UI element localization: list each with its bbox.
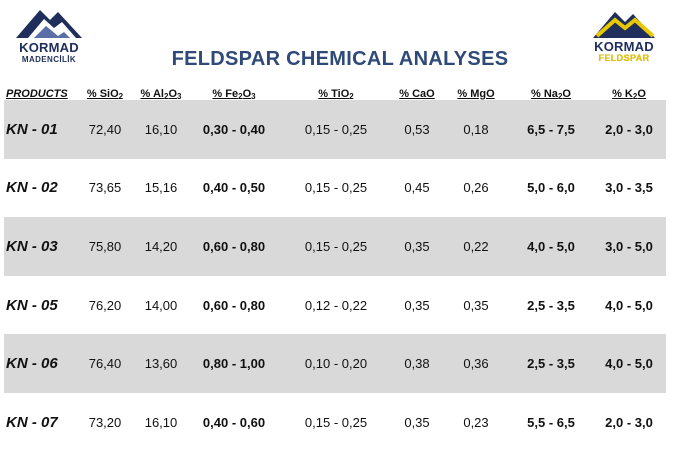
fe2o3-value: 0,40 - 0,60 bbox=[202, 414, 266, 430]
cao-value: 0,45 bbox=[404, 180, 430, 196]
sio2-value: 73,20 bbox=[88, 414, 122, 430]
logo-right-subtitle: FELDSPAR bbox=[598, 53, 650, 63]
cao-value: 0,53 bbox=[392, 100, 442, 159]
product-code: KN - 01 bbox=[4, 100, 76, 159]
tio2-value: 0,10 - 0,20 bbox=[280, 334, 392, 393]
tio2-value: 0,15 - 0,25 bbox=[280, 217, 392, 276]
kormad-madencilik-logo: KORMAD MADENCİLİK bbox=[8, 2, 90, 72]
fe2o3-value: 0,60 - 0,80 bbox=[202, 297, 266, 313]
al2o3-value: 14,20 bbox=[134, 217, 188, 276]
k2o-value: 3,0 - 5,0 bbox=[592, 217, 666, 276]
mgo-value: 0,35 bbox=[463, 297, 489, 313]
kormad-feldspar-logo: KORMAD FELDSPAR bbox=[583, 2, 665, 72]
table-row: KN - 06 76,40 13,60 0,80 - 1,00 0,10 - 0… bbox=[4, 334, 666, 393]
fe2o3-value: 0,30 - 0,40 bbox=[188, 100, 280, 159]
na2o-value: 5,0 - 6,0 bbox=[527, 180, 575, 196]
page-title: FELDSPAR CHEMICAL ANALYSES bbox=[171, 48, 509, 70]
header-al2o3: % Al2O3 bbox=[140, 88, 182, 101]
table-row: KN - 02 73,65 15,16 0,40 - 0,50 0,15 - 0… bbox=[4, 159, 666, 218]
al2o3-value: 16,10 bbox=[134, 100, 188, 159]
k2o-value: 2,0 - 3,0 bbox=[605, 414, 653, 430]
na2o-value: 4,0 - 5,0 bbox=[510, 217, 592, 276]
mgo-value: 0,26 bbox=[463, 180, 489, 196]
logo-left-brand: KORMAD bbox=[19, 40, 79, 55]
header-cao: % CaO bbox=[399, 88, 435, 100]
cao-value: 0,35 bbox=[404, 414, 430, 430]
product-code: KN - 07 bbox=[6, 413, 58, 431]
product-code: KN - 02 bbox=[6, 179, 58, 197]
header-sio2: % SiO2 bbox=[86, 88, 124, 101]
k2o-value: 3,0 - 3,5 bbox=[605, 180, 653, 196]
fe2o3-value: 0,60 - 0,80 bbox=[188, 217, 280, 276]
na2o-value: 5,5 - 6,5 bbox=[527, 414, 575, 430]
mountain-logo-icon bbox=[16, 10, 82, 38]
al2o3-value: 13,60 bbox=[134, 334, 188, 393]
mgo-value: 0,23 bbox=[463, 414, 489, 430]
sio2-value: 76,20 bbox=[88, 297, 122, 313]
header-k2o: % K2O bbox=[612, 88, 646, 101]
table-header-row: PRODUCTS % SiO2 % Al2O3 % Fe2O3 % TiO2 %… bbox=[4, 82, 666, 101]
sio2-value: 76,40 bbox=[76, 334, 134, 393]
table-row: KN - 03 75,80 14,20 0,60 - 0,80 0,15 - 0… bbox=[4, 217, 666, 276]
table-row: KN - 05 76,20 14,00 0,60 - 0,80 0,12 - 0… bbox=[4, 276, 666, 335]
header-na2o: % Na2O bbox=[531, 88, 571, 101]
table-row: KN - 07 73,20 16,10 0,40 - 0,60 0,15 - 0… bbox=[4, 393, 666, 452]
cao-value: 0,38 bbox=[392, 334, 442, 393]
table-row: KN - 01 72,40 16,10 0,30 - 0,40 0,15 - 0… bbox=[4, 100, 666, 159]
al2o3-value: 16,10 bbox=[144, 414, 178, 430]
header-fe2o3: % Fe2O3 bbox=[212, 88, 256, 101]
cao-value: 0,35 bbox=[404, 297, 430, 313]
mgo-value: 0,36 bbox=[442, 334, 510, 393]
sio2-value: 73,65 bbox=[88, 180, 122, 196]
analysis-table: PRODUCTS % SiO2 % Al2O3 % Fe2O3 % TiO2 %… bbox=[4, 82, 666, 452]
tio2-value: 0,15 - 0,25 bbox=[280, 100, 392, 159]
k2o-value: 4,0 - 5,0 bbox=[592, 334, 666, 393]
na2o-value: 6,5 - 7,5 bbox=[510, 100, 592, 159]
header-mgo: % MgO bbox=[457, 88, 495, 100]
tio2-value: 0,15 - 0,25 bbox=[304, 414, 368, 430]
na2o-value: 2,5 - 3,5 bbox=[527, 297, 575, 313]
k2o-value: 2,0 - 3,0 bbox=[592, 100, 666, 159]
mgo-value: 0,18 bbox=[442, 100, 510, 159]
al2o3-value: 14,00 bbox=[144, 297, 178, 313]
tio2-value: 0,12 - 0,22 bbox=[304, 297, 368, 313]
mgo-value: 0,22 bbox=[442, 217, 510, 276]
cao-value: 0,35 bbox=[392, 217, 442, 276]
header-products: PRODUCTS bbox=[6, 88, 68, 100]
fe2o3-value: 0,80 - 1,00 bbox=[188, 334, 280, 393]
al2o3-value: 15,16 bbox=[144, 180, 178, 196]
header-tio2: % TiO2 bbox=[318, 88, 354, 101]
product-code: KN - 05 bbox=[6, 296, 58, 314]
product-code: KN - 03 bbox=[4, 217, 76, 276]
logo-left-subtitle: MADENCİLİK bbox=[21, 55, 77, 64]
mountain-logo-icon bbox=[593, 12, 655, 38]
logo-right-brand: KORMAD bbox=[594, 39, 654, 54]
tio2-value: 0,15 - 0,25 bbox=[304, 180, 368, 196]
na2o-value: 2,5 - 3,5 bbox=[510, 334, 592, 393]
product-code: KN - 06 bbox=[4, 334, 76, 393]
sio2-value: 75,80 bbox=[76, 217, 134, 276]
sio2-value: 72,40 bbox=[76, 100, 134, 159]
k2o-value: 4,0 - 5,0 bbox=[605, 297, 653, 313]
fe2o3-value: 0,40 - 0,50 bbox=[202, 180, 266, 196]
